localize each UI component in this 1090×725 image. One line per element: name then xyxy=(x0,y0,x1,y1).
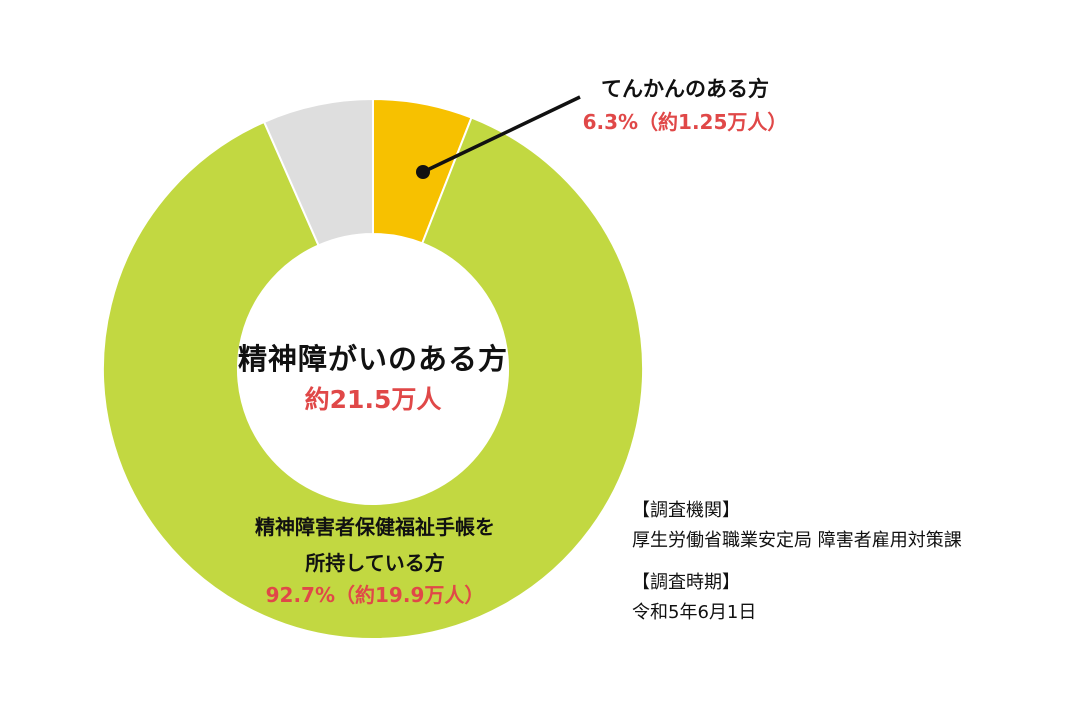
certificate-holders-label-line-2: 所持している方 xyxy=(305,551,445,575)
epilepsy-label: てんかんのある方 xyxy=(601,77,769,101)
survey-date-heading: 【調査時期】 xyxy=(632,572,740,593)
slice-other xyxy=(262,97,374,247)
certificate-holders-label-line-1: 精神障害者保健福祉手帳を xyxy=(255,515,495,539)
survey-org-heading: 【調査機関】 xyxy=(632,500,740,521)
certificate-holders-value: 92.7%（約19.9万人） xyxy=(265,583,485,607)
callout-leader-line xyxy=(422,95,581,174)
epilepsy-value: 6.3%（約1.25万人） xyxy=(582,110,788,134)
donut-slices xyxy=(102,97,644,640)
survey-org-text: 厚生労働省職業安定局 障害者雇用対策課 xyxy=(632,530,962,551)
certificate-holders-label: 精神障害者保健福祉手帳を 所持している方 xyxy=(190,509,560,581)
callout xyxy=(416,95,581,179)
slice-certificate-holders xyxy=(102,116,644,640)
survey-source: 【調査機関】 厚生労働省職業安定局 障害者雇用対策課 【調査時期】 令和5年6月… xyxy=(632,496,1072,628)
center-title: 精神障がいのある方 xyxy=(237,342,508,376)
center-total: 約21.5万人 xyxy=(304,385,442,414)
callout-dot xyxy=(416,165,430,179)
survey-date-text: 令和5年6月1日 xyxy=(632,602,757,623)
